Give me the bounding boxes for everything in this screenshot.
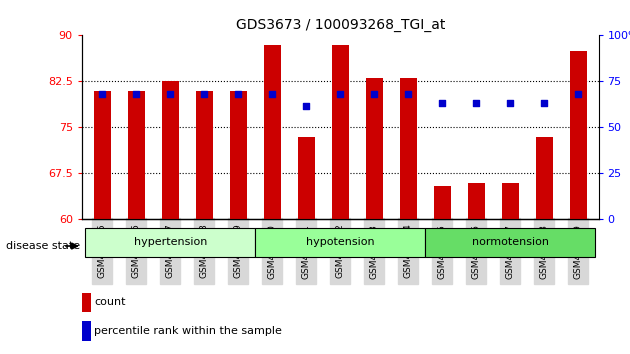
Point: [335, 91, 345, 97]
Point: [233, 91, 243, 97]
Bar: [85, 228, 255, 257]
Bar: [82, 293, 91, 312]
Point: [165, 91, 175, 97]
Point: [369, 91, 379, 97]
Point: [573, 91, 583, 97]
Point: [267, 91, 277, 97]
Bar: [467, 183, 484, 219]
Bar: [332, 45, 348, 219]
Bar: [196, 91, 213, 219]
Text: normotension: normotension: [472, 238, 549, 247]
Point: [199, 91, 209, 97]
Bar: [570, 51, 587, 219]
Text: count: count: [94, 297, 126, 307]
Title: GDS3673 / 100093268_TGI_at: GDS3673 / 100093268_TGI_at: [236, 18, 445, 32]
Point: [97, 91, 107, 97]
Bar: [94, 91, 111, 219]
Text: disease state: disease state: [6, 241, 81, 251]
Bar: [230, 91, 247, 219]
Point: [539, 100, 549, 106]
Bar: [536, 137, 553, 219]
Point: [301, 103, 311, 109]
Point: [505, 100, 515, 106]
Bar: [162, 81, 179, 219]
Bar: [82, 321, 91, 341]
Text: percentile rank within the sample: percentile rank within the sample: [94, 326, 282, 336]
Point: [471, 100, 481, 106]
Bar: [365, 78, 382, 219]
Bar: [425, 228, 595, 257]
Bar: [255, 228, 425, 257]
Text: hypotension: hypotension: [306, 238, 374, 247]
Bar: [501, 183, 518, 219]
Bar: [264, 45, 281, 219]
Bar: [433, 186, 450, 219]
Point: [403, 91, 413, 97]
Point: [131, 91, 141, 97]
Point: [437, 100, 447, 106]
Bar: [128, 91, 145, 219]
Bar: [298, 137, 315, 219]
Text: hypertension: hypertension: [134, 238, 207, 247]
Bar: [399, 78, 416, 219]
